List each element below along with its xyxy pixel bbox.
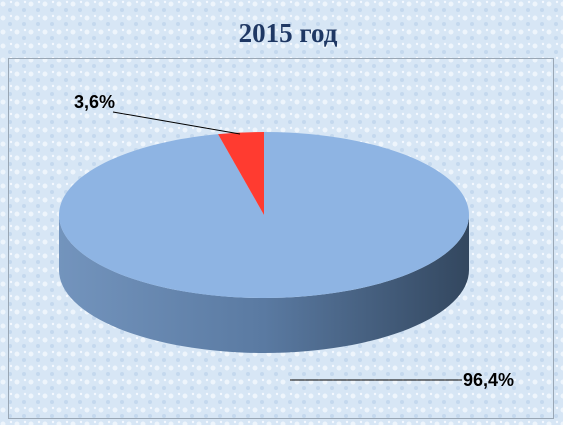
data-label: 96,4% [463, 370, 514, 390]
slice [218, 132, 264, 215]
leader-line [112, 111, 241, 135]
chart-title: 2015 год [239, 18, 338, 48]
slice [59, 132, 470, 298]
plot-area [8, 58, 554, 419]
slice-side [59, 215, 469, 353]
pie [59, 132, 470, 353]
data-label: 3,6% [74, 92, 115, 112]
